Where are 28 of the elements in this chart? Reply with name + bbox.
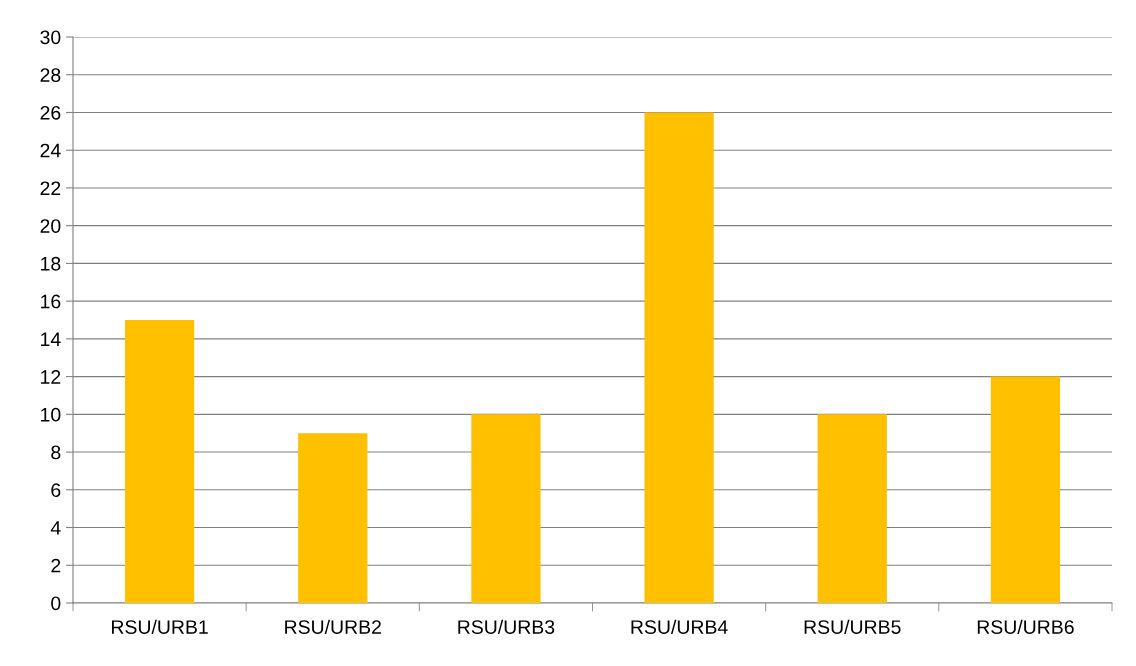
x-tick-label: RSU/URB5: [804, 619, 901, 634]
y-tick-label: 22: [40, 181, 61, 195]
y-tick-label: 10: [41, 407, 61, 422]
bar: [990, 376, 1061, 603]
y-tick-label: 28: [40, 68, 61, 82]
y-tick-label: 24: [40, 143, 61, 158]
bar: [471, 414, 541, 603]
x-tick-label: RSU/URB3: [458, 619, 555, 634]
y-tick-label: 16: [41, 294, 61, 309]
y-tick-label: 30: [40, 30, 61, 45]
x-tick-label: RSU/URB2: [285, 619, 381, 634]
x-tick-label: RSU/URB6: [977, 619, 1074, 634]
bar: [124, 320, 195, 603]
bar: [817, 414, 887, 603]
y-tick-label: 26: [40, 105, 61, 120]
y-tick-label: 2: [51, 558, 61, 573]
bar: [644, 112, 714, 603]
y-tick-label: 18: [41, 256, 61, 271]
bar: [298, 433, 368, 603]
y-tick-label: 6: [51, 483, 61, 498]
x-tick-label: RSU/URB1: [112, 619, 208, 634]
y-tick-label: 20: [40, 219, 61, 233]
y-tick-label: 4: [50, 521, 61, 535]
y-tick-label: 14: [41, 332, 61, 346]
y-tick-label: 8: [51, 445, 61, 460]
y-tick-label: 0: [51, 596, 61, 611]
x-tick-label: RSU/URB4: [631, 619, 728, 634]
y-tick-label: 12: [41, 370, 61, 384]
